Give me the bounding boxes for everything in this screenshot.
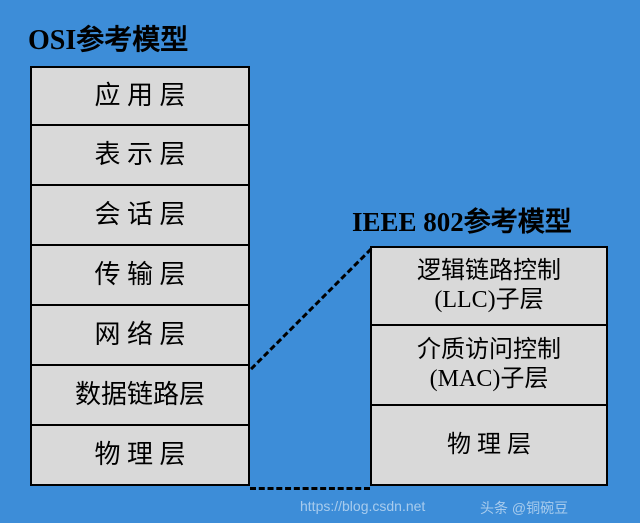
watermark-1: 头条 @铜碗豆 [480,498,568,518]
osi-layer-6: 物 理 层 [30,426,250,486]
ieee-title: IEEE 802参考模型 [352,200,572,239]
osi-stack: 应 用 层表 示 层会 话 层传 输 层网 络 层数据链路层物 理 层 [30,66,250,486]
osi-layer-0: 应 用 层 [30,66,250,126]
ieee-layer-1: 介质访问控制 (MAC)子层 [370,326,608,406]
osi-layer-2: 会 话 层 [30,186,250,246]
osi-layer-3: 传 输 层 [30,246,250,306]
osi-layer-4: 网 络 层 [30,306,250,366]
osi-layer-5: 数据链路层 [30,366,250,426]
osi-layer-1: 表 示 层 [30,126,250,186]
connector-1 [250,487,370,490]
watermark-0: https://blog.csdn.net [300,498,425,514]
ieee-layer-0: 逻辑链路控制 (LLC)子层 [370,246,608,326]
osi-title: OSI参考模型 [28,18,188,58]
ieee-stack: 逻辑链路控制 (LLC)子层介质访问控制 (MAC)子层物 理 层 [370,246,608,486]
ieee-layer-2: 物 理 层 [370,406,608,486]
